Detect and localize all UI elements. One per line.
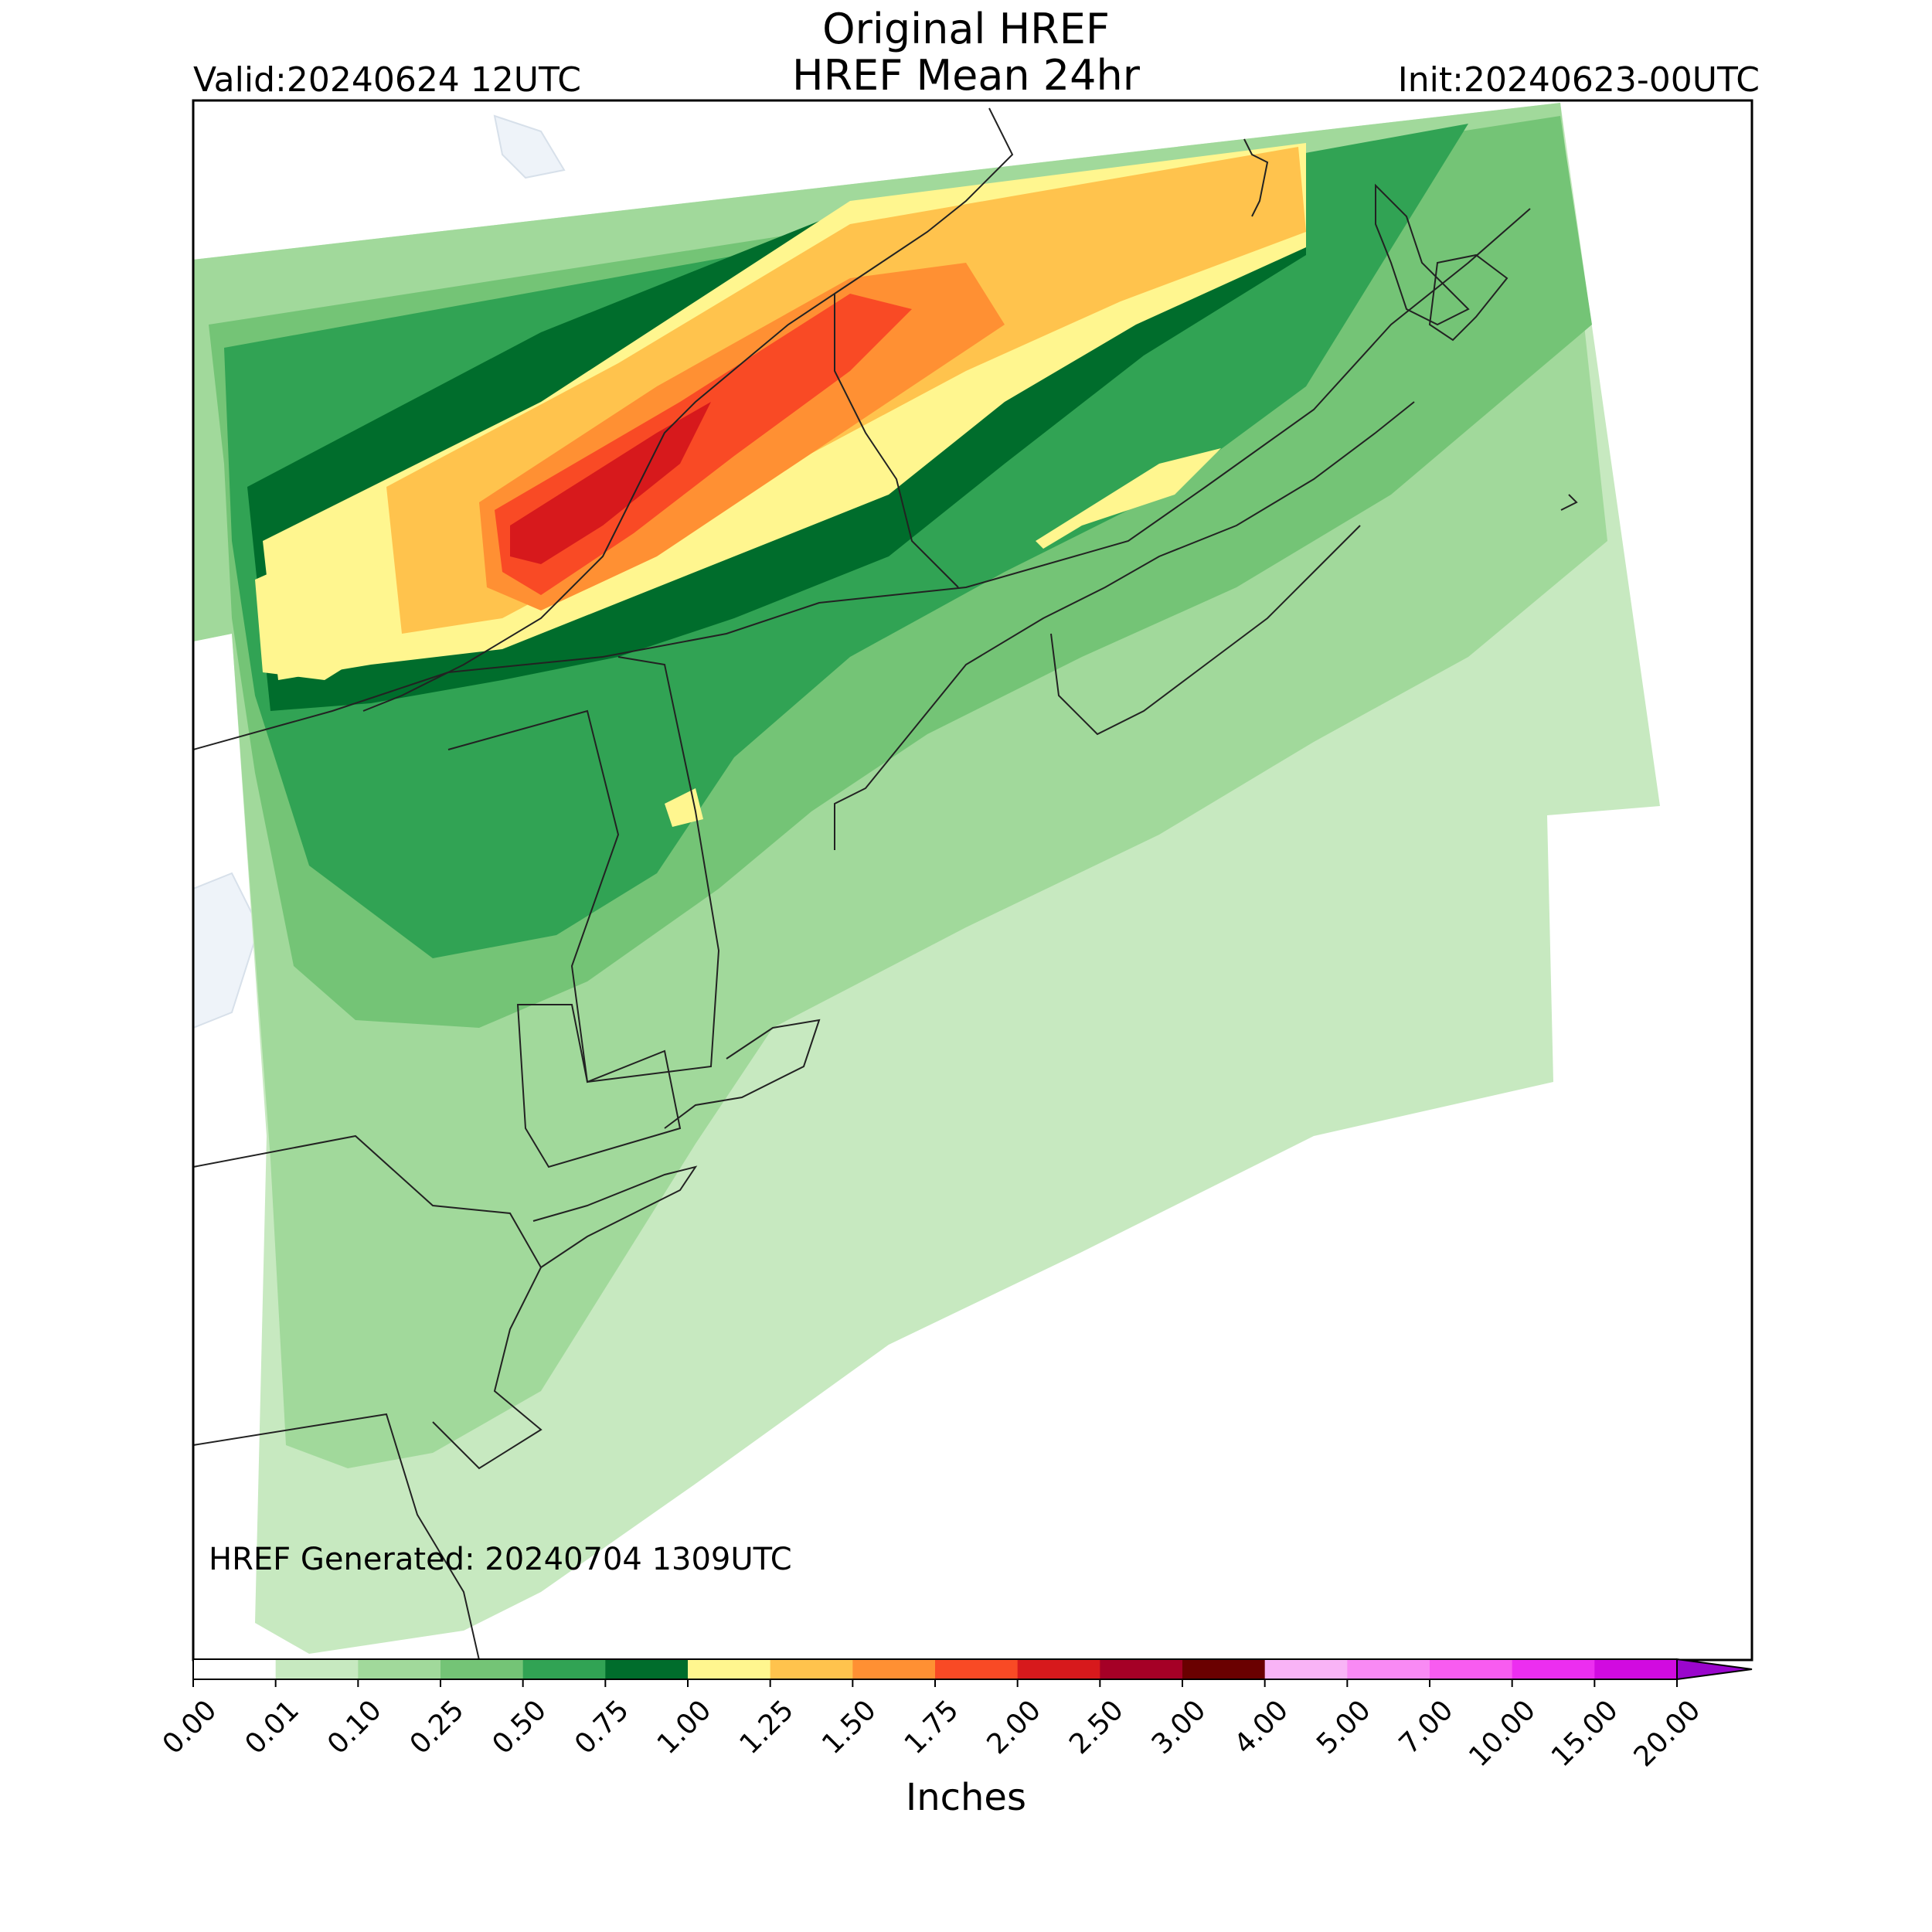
colorbar-tick-label: 0.10 bbox=[321, 1694, 388, 1760]
colorbar-segment bbox=[1264, 1659, 1348, 1679]
colorbar-segment bbox=[770, 1659, 853, 1679]
colorbar-segment bbox=[852, 1659, 936, 1679]
colorbar: 0.00 0.01 0.10 0.25 0.50 0.75 1.00 1.25 1.50 1.75… bbox=[157, 1658, 1753, 1773]
colorbar-segment bbox=[605, 1659, 689, 1679]
colorbar-tick-label: 1.50 bbox=[816, 1694, 883, 1760]
colorbar-tick-label: 5.00 bbox=[1311, 1694, 1377, 1760]
colorbar-extend-arrow bbox=[1676, 1658, 1753, 1681]
band-northwest-yellow bbox=[255, 549, 394, 680]
colorbar-segment bbox=[275, 1659, 359, 1679]
title-line-1: Original HREF bbox=[822, 5, 1110, 53]
band-nova-scotia-yellow bbox=[1036, 448, 1221, 549]
colorbar-label: Inches bbox=[906, 1776, 1026, 1819]
init-time-label: Init:20240623-00UTC bbox=[1397, 60, 1760, 100]
colorbar-tick-label: 0.01 bbox=[239, 1694, 305, 1760]
colorbar-tick-label: 10.00 bbox=[1463, 1694, 1542, 1773]
colorbar-segment bbox=[358, 1659, 441, 1679]
precip-field bbox=[193, 103, 1660, 1654]
colorbar-tick-label: 15.00 bbox=[1546, 1694, 1624, 1773]
colorbar-tick-label: 1.00 bbox=[651, 1694, 718, 1760]
colorbar-segment bbox=[1347, 1659, 1430, 1679]
lakes bbox=[193, 114, 566, 1029]
colorbar-segment bbox=[688, 1659, 771, 1679]
colorbar-tick-label: 1.75 bbox=[899, 1694, 965, 1760]
colorbar-segment bbox=[1594, 1659, 1678, 1679]
colorbar-segment bbox=[1100, 1659, 1183, 1679]
colorbar-tick-label: 0.75 bbox=[569, 1694, 635, 1760]
colorbar-tick-label: 0.25 bbox=[404, 1694, 471, 1760]
colorbar-segment bbox=[193, 1659, 277, 1679]
colorbar-segment bbox=[935, 1659, 1019, 1679]
colorbar-tick-label: 2.50 bbox=[1063, 1694, 1130, 1760]
colorbar-tick-label: 0.00 bbox=[157, 1694, 223, 1760]
generated-timestamp: HREF Generated: 20240704 1309UTC bbox=[209, 1542, 792, 1577]
colorbar-tick-label: 20.00 bbox=[1628, 1694, 1707, 1773]
boundaries bbox=[193, 107, 1578, 1660]
band-vermont-yellow bbox=[665, 788, 703, 827]
colorbar-segment bbox=[440, 1659, 524, 1679]
valid-time-label: Valid:20240624 12UTC bbox=[193, 60, 582, 100]
colorbar-segment bbox=[1017, 1659, 1100, 1679]
title-line-2: HREF Mean 24hr bbox=[792, 51, 1140, 100]
band-2.00 bbox=[510, 402, 711, 564]
colorbar-tick-label: 0.50 bbox=[486, 1694, 553, 1760]
colorbar-segment bbox=[1182, 1659, 1266, 1679]
colorbar-tick-label: 1.25 bbox=[733, 1694, 800, 1760]
colorbar-tick-label: 7.00 bbox=[1393, 1694, 1460, 1760]
map-area bbox=[193, 103, 1660, 1660]
colorbar-segment bbox=[522, 1659, 606, 1679]
colorbar-segment bbox=[1512, 1659, 1595, 1679]
colorbar-tick-label: 3.00 bbox=[1146, 1694, 1213, 1760]
colorbar-tick-label: 4.00 bbox=[1228, 1694, 1294, 1760]
colorbar-tick-label: 2.00 bbox=[981, 1694, 1047, 1760]
colorbar-segment bbox=[1430, 1659, 1513, 1679]
